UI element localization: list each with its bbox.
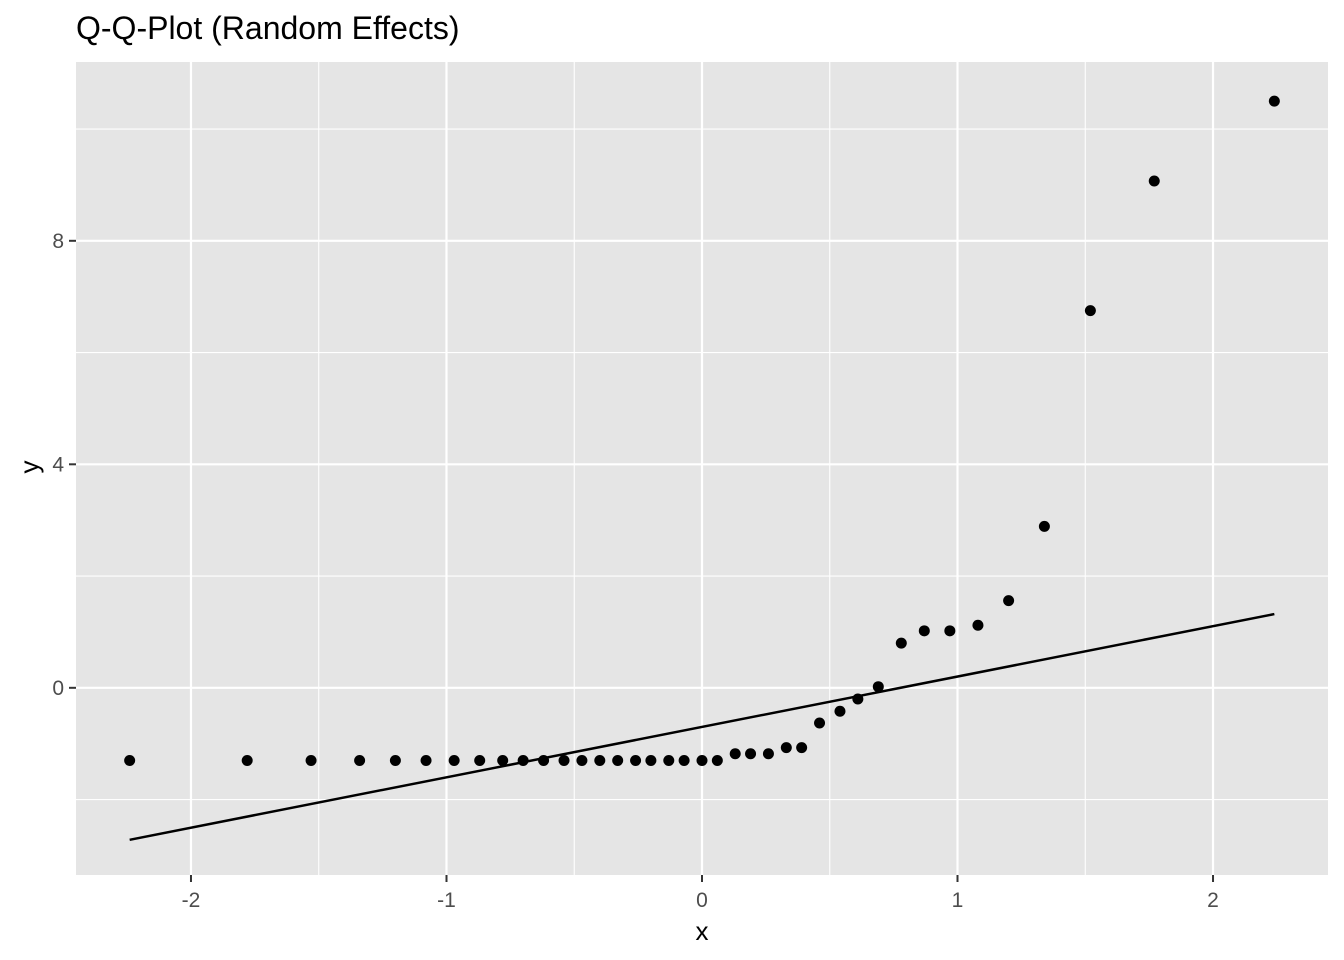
data-point xyxy=(576,754,588,766)
data-point xyxy=(645,754,657,766)
x-tick-label: 2 xyxy=(1207,889,1219,912)
data-point xyxy=(124,754,136,766)
data-point xyxy=(474,754,486,766)
reference-line-group xyxy=(129,612,1275,842)
data-point xyxy=(762,748,774,760)
data-point xyxy=(594,754,606,766)
y-tick-label: 0 xyxy=(52,677,64,700)
data-point xyxy=(1148,175,1160,187)
x-tick-label: -2 xyxy=(182,889,201,912)
data-point xyxy=(678,754,690,766)
x-tick-label: 1 xyxy=(952,889,964,912)
y-tick-label: 4 xyxy=(52,453,64,476)
data-point xyxy=(852,693,864,705)
data-point xyxy=(497,754,509,766)
data-point xyxy=(241,754,253,766)
data-point xyxy=(1003,595,1015,607)
data-point xyxy=(558,754,570,766)
data-point xyxy=(711,754,723,766)
data-point xyxy=(895,637,907,649)
major-grid xyxy=(76,62,1328,875)
data-point xyxy=(1268,95,1280,107)
data-point xyxy=(663,754,675,766)
y-tick-label: 8 xyxy=(52,230,64,253)
data-point xyxy=(745,748,757,760)
data-point xyxy=(918,625,930,637)
data-point xyxy=(944,625,956,637)
data-point xyxy=(814,717,826,729)
data-point xyxy=(872,681,884,693)
data-point xyxy=(630,754,642,766)
y-axis: 0 4 8 xyxy=(52,230,76,700)
data-point xyxy=(796,742,808,754)
data-point xyxy=(538,754,550,766)
data-point xyxy=(517,754,529,766)
data-points xyxy=(124,95,1280,766)
data-point xyxy=(448,754,460,766)
data-point xyxy=(389,754,401,766)
data-point xyxy=(972,619,984,631)
x-tick-label: -1 xyxy=(437,889,456,912)
data-point xyxy=(834,705,846,717)
data-point xyxy=(696,754,708,766)
chart-title: Q-Q-Plot (Random Effects) xyxy=(76,10,460,46)
data-point xyxy=(305,754,317,766)
data-point xyxy=(612,754,624,766)
reference-line xyxy=(129,612,1275,842)
data-point xyxy=(780,742,792,754)
x-axis-title: x xyxy=(696,916,709,946)
x-axis: -2 -1 0 1 2 xyxy=(182,875,1219,912)
data-point xyxy=(1084,305,1096,317)
data-point xyxy=(354,754,366,766)
x-tick-label: 0 xyxy=(696,889,708,912)
y-axis-title: y xyxy=(14,461,44,474)
data-point xyxy=(729,748,741,760)
data-point xyxy=(1038,520,1050,532)
data-point xyxy=(420,754,432,766)
